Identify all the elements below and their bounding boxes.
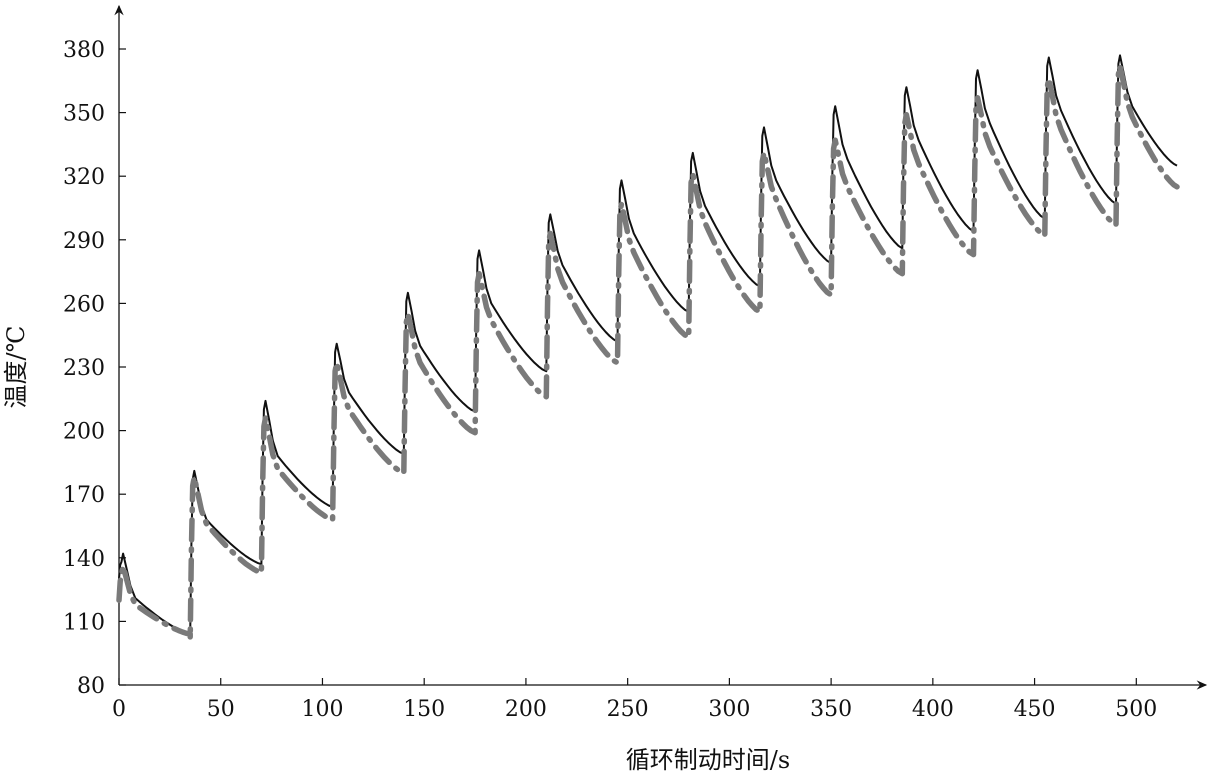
x-tick-label: 250 xyxy=(607,697,649,722)
y-tick-label: 200 xyxy=(63,420,105,445)
y-tick-label: 110 xyxy=(63,610,105,635)
x-tick-label: 300 xyxy=(708,697,750,722)
x-tick-label: 0 xyxy=(112,697,126,722)
y-tick-label: 230 xyxy=(63,356,105,381)
y-tick-label: 260 xyxy=(63,292,105,317)
series-line xyxy=(118,54,1178,636)
x-tick-label: 450 xyxy=(1014,697,1056,722)
y-tick-label: 320 xyxy=(63,165,105,190)
y-tick-label: 140 xyxy=(63,547,105,572)
x-ticks: 0 50 100 150 200 250 300 350 400 450 500 xyxy=(112,678,1157,722)
y-tick-label: 380 xyxy=(63,38,105,63)
y-tick-label: 290 xyxy=(63,229,105,254)
y-tick-label: 170 xyxy=(63,483,105,508)
x-tick-label: 100 xyxy=(301,697,343,722)
x-tick-label: 500 xyxy=(1115,697,1157,722)
y-tick-label: 350 xyxy=(63,102,105,127)
y-ticks: 80 110 140 170 200 230 260 290 320 350 380 xyxy=(63,38,126,699)
y-tick-label: 80 xyxy=(77,674,105,699)
x-tick-label: 50 xyxy=(207,697,235,722)
series-2 xyxy=(116,63,1180,642)
x-tick-label: 350 xyxy=(810,697,852,722)
axes xyxy=(114,4,1208,690)
series-layer xyxy=(116,54,1180,642)
series-1 xyxy=(118,54,1178,636)
y-axis-title: 温度/℃ xyxy=(2,326,30,409)
x-tick-label: 200 xyxy=(505,697,547,722)
x-axis-title: 循环制动时间/s xyxy=(626,746,790,774)
x-tick-label: 400 xyxy=(912,697,954,722)
series-line xyxy=(116,63,1180,642)
x-tick-label: 150 xyxy=(403,697,445,722)
